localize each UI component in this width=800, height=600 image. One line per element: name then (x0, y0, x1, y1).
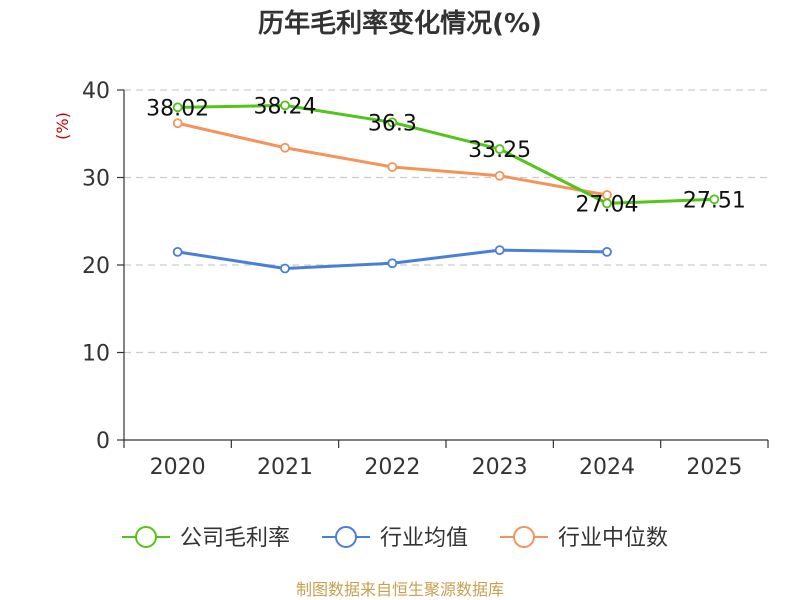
data-label-4: 27.04 (576, 192, 639, 217)
y-tick-label-40: 40 (82, 79, 110, 104)
legend-item-2: 行业中位数 (500, 526, 668, 551)
point-0-4 (602, 198, 612, 209)
point-2-1 (280, 142, 290, 153)
point-0-3 (494, 144, 505, 154)
series-0 (172, 100, 720, 209)
series-group (172, 100, 720, 274)
point-0-5 (709, 194, 720, 205)
data-labels: 38.02 38.24 36.3 33.25 27.04 27.51 (146, 94, 746, 217)
y-tick-label-30: 30 (82, 167, 110, 192)
legend-item-1: 行业均值 (322, 526, 468, 551)
legend-label-1: 行业均值 (380, 526, 468, 551)
axes (117, 89, 769, 448)
data-label-2: 36.3 (368, 111, 417, 136)
legend-item-0: 公司毛利率 (122, 526, 290, 551)
source-note: 制图数据来自恒生聚源数据库 (296, 580, 504, 599)
point-1-1 (280, 263, 290, 274)
y-tick-label-0: 0 (96, 429, 110, 454)
chart-title: 历年毛利率变化情况(%) (258, 8, 542, 39)
point-0-1 (280, 100, 290, 111)
point-2-3 (494, 170, 505, 181)
data-label-1: 38.24 (254, 94, 317, 119)
series-2 (172, 118, 612, 200)
legend-swatch-marker-0 (135, 526, 157, 548)
legend-swatch-marker-2 (513, 526, 535, 548)
x-tick-label-2020: 2020 (150, 455, 206, 480)
y-axis-label: (%) (53, 112, 72, 140)
point-0-2 (387, 117, 398, 128)
gridlines (124, 89, 768, 354)
x-tick-label-2021: 2021 (257, 455, 313, 480)
legend-label-0: 公司毛利率 (180, 526, 290, 551)
legend-swatch-marker-1 (335, 526, 357, 548)
point-0-0 (172, 102, 183, 113)
point-1-3 (494, 245, 505, 256)
point-1-0 (172, 246, 183, 257)
y-tick-label-20: 20 (82, 254, 110, 279)
data-label-3: 33.25 (468, 138, 531, 163)
point-2-0 (172, 118, 183, 129)
x-tick-label-2022: 2022 (364, 455, 420, 480)
data-label-5: 27.51 (683, 188, 746, 213)
point-2-2 (387, 162, 398, 172)
y-tick-labels: 0 10 20 30 40 (82, 79, 110, 454)
x-tick-labels: 2020 2021 2022 2023 2024 2025 (150, 455, 743, 480)
series-line-0 (177, 103, 715, 205)
x-tick-label-2024: 2024 (579, 455, 635, 480)
series-1 (172, 245, 612, 274)
point-1-2 (387, 258, 398, 269)
point-1-4 (602, 246, 612, 257)
legend-label-2: 行业中位数 (558, 526, 668, 551)
legend: 公司毛利率 行业均值 行业中位数 (122, 526, 668, 551)
x-tick-label-2023: 2023 (472, 455, 528, 480)
y-tick-label-10: 10 (82, 342, 110, 367)
x-tick-label-2025: 2025 (686, 455, 742, 480)
data-label-0: 38.02 (146, 96, 209, 121)
